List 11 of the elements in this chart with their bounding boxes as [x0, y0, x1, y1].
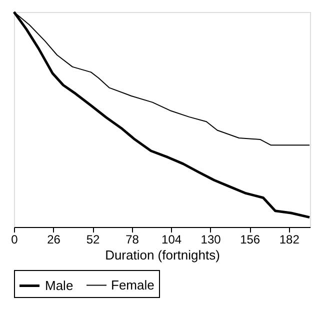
x-tick-label: 182	[279, 232, 300, 246]
x-tick-label: 0	[11, 232, 18, 246]
x-tick-label: 52	[86, 232, 100, 246]
x-tick-label: 26	[47, 232, 61, 246]
legend-label: Female	[111, 277, 154, 292]
x-axis-title: Duration (fortnights)	[105, 248, 220, 262]
x-tick-label: 156	[240, 232, 260, 246]
x-tick-label: 104	[162, 232, 182, 246]
legend-label: Male	[45, 278, 74, 293]
x-tick-label: 130	[200, 232, 222, 246]
x-tick-label: 78	[126, 232, 140, 246]
